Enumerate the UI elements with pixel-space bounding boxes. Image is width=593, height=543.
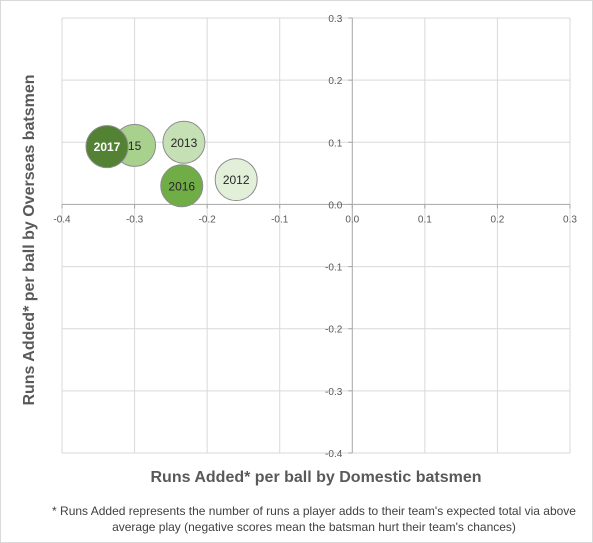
x-tick-label: -0.3 [126,214,144,225]
bubble-2016: 2016 [160,164,204,208]
tick-labels: -0.4 -0.3 -0.2 -0.1 0.0 0.1 0.2 0.3 0.3 0.2 0.1 0.0… [53,14,577,460]
bubble-label: 2013 [171,136,198,150]
y-tick-label: -0.1 [325,263,343,274]
y-tick-label: 0.2 [328,76,342,87]
y-tick-label: -0.2 [325,325,343,336]
bubble-label: 15 [128,139,142,153]
bubble-label: 2017 [94,140,121,154]
x-tick-label: -0.4 [53,214,71,225]
x-tick-label: 0.0 [345,214,359,225]
bubble-2017: 2017 [85,125,129,169]
axes [61,17,571,454]
bubble-circle [214,158,258,202]
bubble-circle [160,164,204,208]
x-tick-label: 0.1 [418,214,432,225]
gridlines [61,17,571,454]
y-axis-title: Runs Added* per ball by Overseas batsmen [21,74,38,406]
y-tick-label: 0.3 [328,14,342,25]
bubble-2012: 2012 [214,158,258,202]
y-tick-label: 0.0 [328,200,342,211]
y-tick-label: -0.4 [325,449,343,460]
x-axis-title: Runs Added* per ball by Domestic batsmen [150,469,482,486]
bubble-circle [85,125,129,169]
x-tick-label: 0.2 [490,214,504,225]
bubble-label: 2016 [168,179,195,193]
bubble-label: 2012 [223,173,250,187]
footnote: * Runs Added represents the number of ru… [52,504,576,534]
x-tick-label: -0.1 [271,214,289,225]
bubbles: 15 2013 2012 2016 2017 [85,120,258,208]
x-tick-label: -0.2 [199,214,217,225]
x-tick-label: 0.3 [563,214,577,225]
bubble-2013: 2013 [162,120,206,164]
y-tick-label: -0.3 [325,387,343,398]
y-tick-label: 0.1 [328,138,342,149]
bubble-circle [162,120,206,164]
